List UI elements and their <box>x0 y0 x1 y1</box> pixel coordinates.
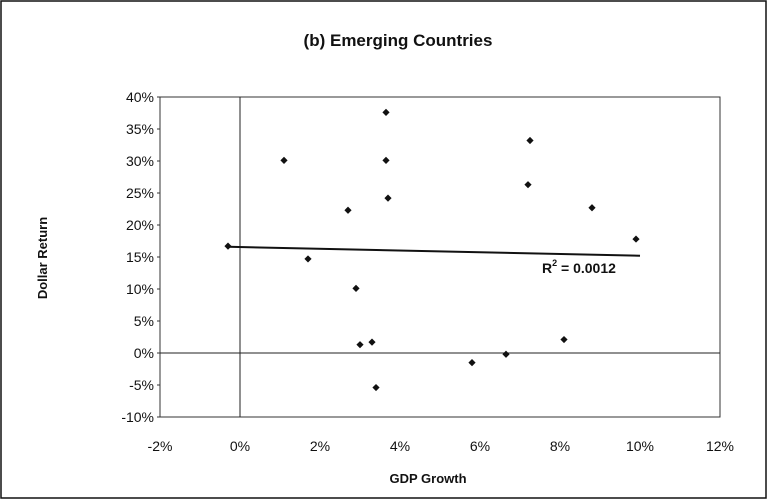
scatter-point <box>524 181 532 189</box>
scatter-point <box>384 194 392 202</box>
x-tick-label: -2% <box>148 438 173 454</box>
y-tick-label: 25% <box>126 185 154 201</box>
x-tick-label: 12% <box>706 438 734 454</box>
y-tick-label: 20% <box>126 217 154 233</box>
scatter-point <box>526 136 534 145</box>
scatter-point <box>502 350 510 358</box>
y-tick-label: 10% <box>126 281 154 297</box>
scatter-point <box>304 255 312 263</box>
chart-title: (b) Emerging Countries <box>304 31 493 50</box>
scatter-points <box>224 108 640 392</box>
y-tick-label: 35% <box>126 121 154 137</box>
y-axis-title: Dollar Return <box>35 217 50 299</box>
trendline-group <box>227 245 641 257</box>
y-tick-label: 5% <box>134 313 154 329</box>
r-squared-annotation: R2 = 0.0012 <box>542 258 616 276</box>
x-tick-label: 0% <box>230 438 250 454</box>
annotation-superscript: 2 <box>552 258 557 268</box>
scatter-point <box>224 242 232 250</box>
y-tick-labels: -10% -5% 0% 5% 10% 15% 20% 25% 30% 35% 40% <box>121 89 160 425</box>
x-tick-label: 8% <box>550 438 570 454</box>
x-tick-labels: -2% 0% 2% 4% 6% 8% 10% 12% <box>148 438 734 454</box>
scatter-point <box>382 156 390 164</box>
x-axis-title: GDP Growth <box>389 471 466 486</box>
scatter-point <box>356 341 364 349</box>
scatter-point <box>352 284 360 292</box>
scatter-point <box>280 156 288 164</box>
scatter-point <box>588 204 596 212</box>
annotation-value: = 0.0012 <box>557 260 616 276</box>
scatter-point <box>382 108 390 116</box>
scatter-point <box>372 383 380 392</box>
x-tick-label: 4% <box>390 438 410 454</box>
x-tick-label: 6% <box>470 438 490 454</box>
scatter-point <box>368 338 376 346</box>
scatter-point <box>560 335 568 344</box>
y-tick-label: 15% <box>126 249 154 265</box>
y-tick-label: 40% <box>126 89 154 105</box>
x-tick-label: 2% <box>310 438 330 454</box>
x-tick-label: 10% <box>626 438 654 454</box>
scatter-point <box>468 359 476 367</box>
y-tick-label: -10% <box>121 409 154 425</box>
annotation-base: R <box>542 260 552 276</box>
y-tick-label: -5% <box>129 377 154 393</box>
scatter-point <box>344 206 352 214</box>
y-tick-label: 0% <box>134 345 154 361</box>
zero-axes <box>160 97 720 417</box>
scatter-point <box>632 235 640 243</box>
trendline <box>227 245 641 257</box>
y-tick-label: 30% <box>126 153 154 169</box>
